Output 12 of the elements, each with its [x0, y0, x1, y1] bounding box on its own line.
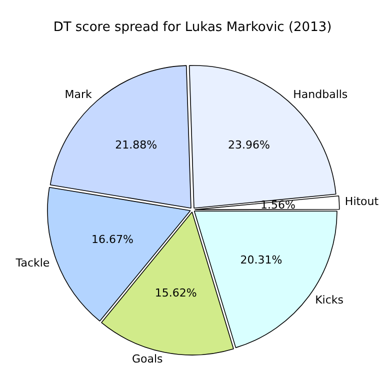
- slice-label: Hitout: [344, 195, 380, 208]
- data-label: 23.96%: [228, 138, 270, 152]
- data-label: 15.62%: [154, 286, 197, 300]
- slice-label: Goals: [132, 352, 164, 366]
- slice-label: Tackle: [14, 256, 50, 270]
- slice-label: Kicks: [315, 294, 344, 307]
- slice-label: Handballs: [293, 88, 348, 101]
- data-label: 20.31%: [240, 254, 282, 267]
- slice-label: Mark: [64, 88, 92, 101]
- chart-title: DT score spread for Lukas Markovic (2013): [53, 20, 332, 36]
- data-label: 21.88%: [115, 138, 158, 152]
- data-label: 16.67%: [91, 232, 134, 246]
